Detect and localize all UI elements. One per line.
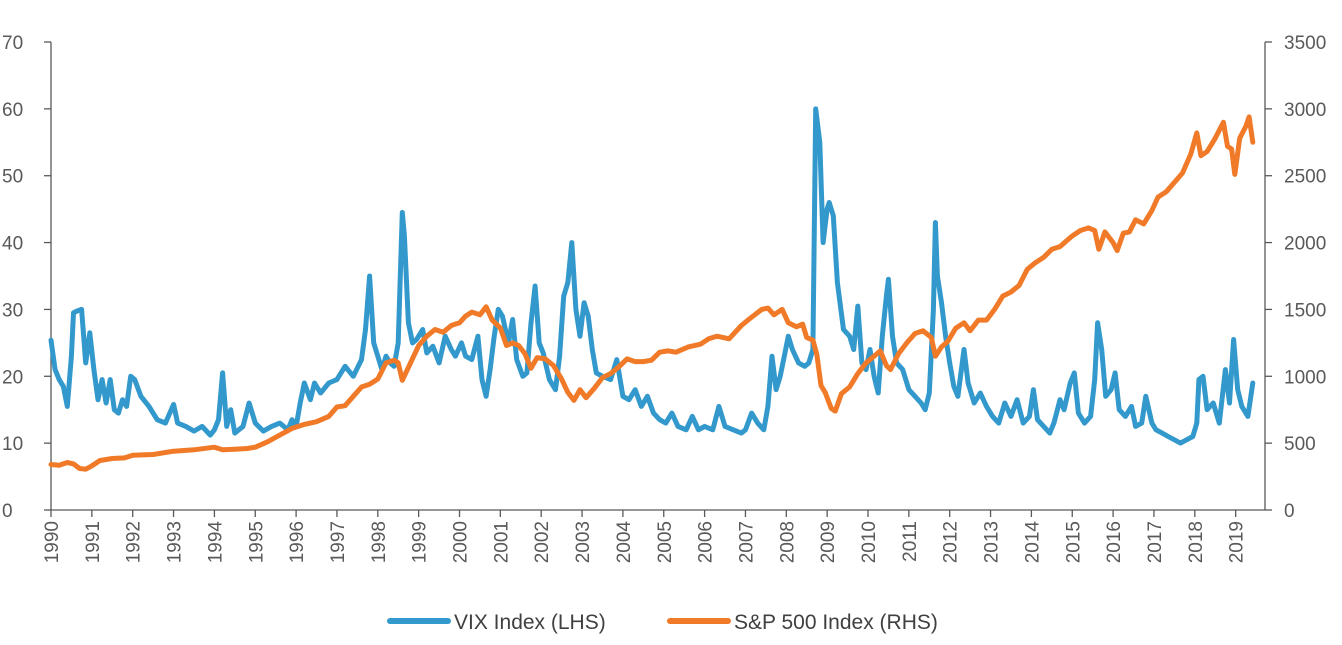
x-tick-label: 2003	[573, 521, 594, 563]
right-tick-label: 2000	[1284, 234, 1326, 255]
x-tick-label: 1997	[328, 521, 349, 563]
x-tick-label: 1998	[369, 521, 390, 563]
x-tick-label: 2015	[1063, 521, 1084, 563]
legend-label-vix: VIX Index (LHS)	[454, 611, 606, 634]
x-tick-label: 2004	[614, 521, 635, 564]
series-layer	[48, 106, 1256, 472]
right-tick-label: 3000	[1284, 100, 1326, 121]
x-tick-label: 1995	[246, 521, 267, 563]
x-tick-label: 2018	[1186, 521, 1207, 563]
left-tick-label: 60	[2, 100, 23, 121]
left-tick-label: 50	[2, 167, 23, 188]
left-tick-label: 0	[2, 501, 13, 522]
x-tick-label: 2002	[532, 521, 553, 563]
x-tick-label: 2013	[982, 521, 1003, 563]
right-tick-label: 0	[1284, 501, 1295, 522]
left-tick-label: 30	[2, 300, 23, 321]
x-tick-label: 1990	[42, 521, 63, 563]
x-tick-label: 2010	[859, 521, 880, 563]
left-tick-label: 20	[2, 367, 23, 388]
x-tick-label: 2009	[818, 521, 839, 563]
x-tick-label: 2006	[696, 521, 717, 563]
left-tick-label: 40	[2, 234, 23, 255]
left-tick-label: 10	[2, 434, 23, 455]
x-tick-label: 2000	[451, 521, 472, 563]
x-tick-label: 2019	[1227, 521, 1248, 563]
right-y-axis: 0 500 1000 1500 2000 2500 3000 3500	[1264, 33, 1326, 522]
x-tick-label: 1996	[287, 521, 308, 563]
x-tick-label: 1993	[165, 521, 186, 563]
x-tick-label: 2012	[941, 521, 962, 563]
x-tick-label: 2011	[900, 521, 921, 562]
sp500-series-line	[48, 114, 1256, 472]
x-tick-label: 1999	[410, 521, 431, 563]
left-y-axis: 0 10 20 30 40 50 60 70	[2, 33, 52, 522]
right-tick-label: 500	[1284, 434, 1316, 455]
right-tick-label: 1000	[1284, 367, 1326, 388]
x-tick-label: 2005	[655, 521, 676, 563]
x-tick-label: 2008	[777, 521, 798, 563]
x-tick-label: 2017	[1145, 521, 1166, 563]
legend-label-sp500: S&P 500 Index (RHS)	[734, 611, 938, 634]
x-tick-label: 1991	[83, 521, 104, 563]
right-tick-label: 3500	[1284, 33, 1326, 54]
left-tick-label: 70	[2, 33, 23, 54]
right-tick-label: 1500	[1284, 300, 1326, 321]
x-tick-label: 2007	[736, 521, 757, 563]
x-tick-label: 2016	[1104, 521, 1125, 563]
x-tick-label: 1992	[124, 521, 145, 563]
right-tick-label: 2500	[1284, 167, 1326, 188]
x-tick-label: 2014	[1022, 521, 1043, 564]
vix-series-line	[48, 106, 1256, 446]
x-tick-label: 2001	[491, 521, 512, 563]
legend: VIX Index (LHS) S&P 500 Index (RHS)	[387, 611, 938, 634]
x-tick-label: 1994	[205, 521, 226, 564]
x-axis: 1990 1991 1992 1993 1994 1995 1996 1997 1998 1999…	[42, 509, 1265, 564]
